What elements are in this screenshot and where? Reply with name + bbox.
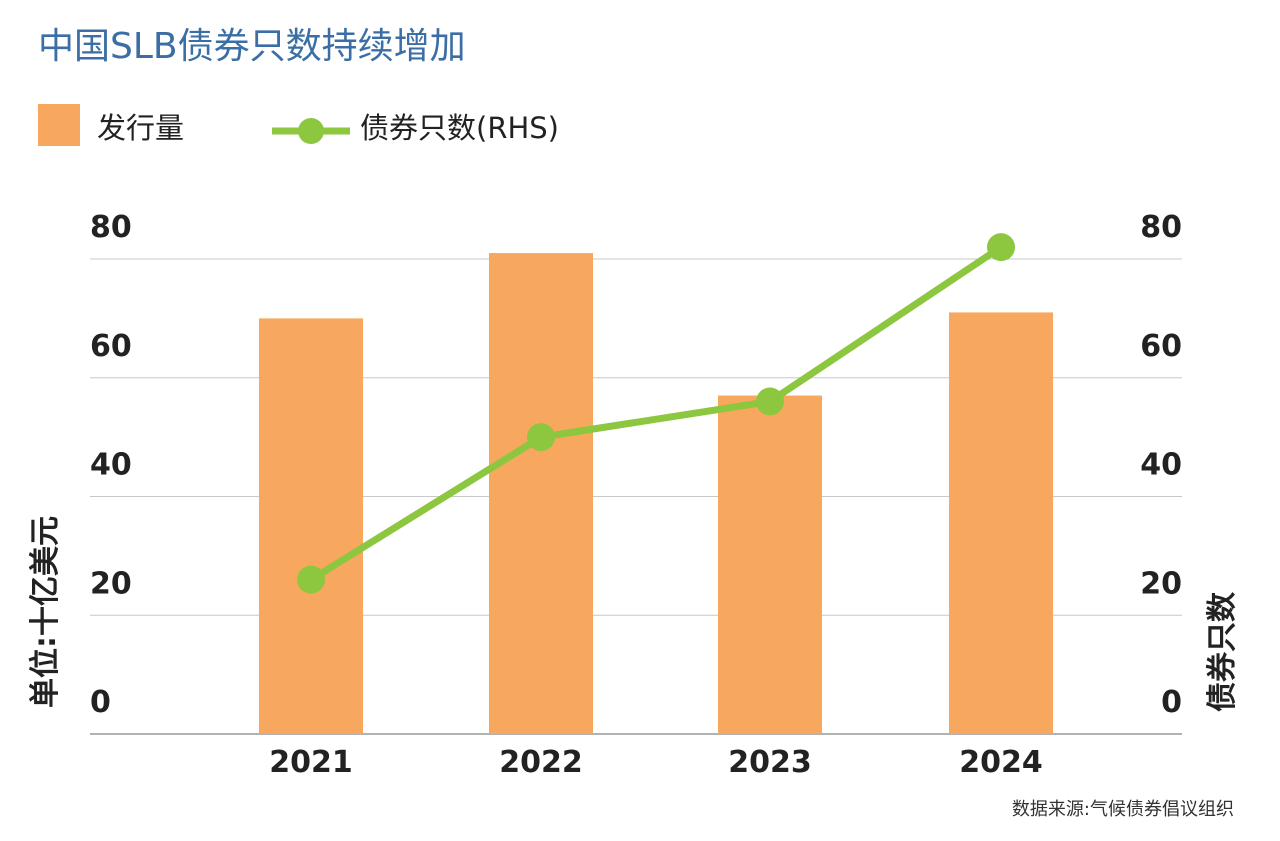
line-path <box>307 243 1005 584</box>
right-tick-label: 40 <box>1140 448 1182 483</box>
bar-2021 <box>259 318 363 734</box>
bar-2024 <box>949 312 1053 734</box>
legend: 发行量 债券只数(RHS) <box>38 104 559 146</box>
left-tick-label: 40 <box>90 448 132 483</box>
legend-line-marker <box>298 118 324 144</box>
x-tick-label: 2021 <box>269 745 353 780</box>
line-point-2023 <box>756 387 784 416</box>
bar-2022 <box>489 253 593 734</box>
line-series <box>297 233 1015 594</box>
left-tick-label: 20 <box>90 566 132 601</box>
left-axis-title: 单位:十亿美元 <box>28 516 63 708</box>
left-tick-label: 60 <box>90 329 132 364</box>
right-tick-label: 80 <box>1140 210 1182 245</box>
line-point-2022 <box>527 423 555 452</box>
x-tick-label: 2023 <box>728 745 812 780</box>
bar-2023 <box>718 395 822 734</box>
right-tick-label: 20 <box>1140 566 1182 601</box>
line-point-2021 <box>297 565 325 594</box>
legend-bar-swatch <box>38 104 80 146</box>
x-tick-label: 2024 <box>959 745 1043 780</box>
legend-bar-label: 发行量 <box>97 111 184 145</box>
line-point-2024 <box>987 233 1015 262</box>
chart-title: 中国SLB债券只数持续增加 <box>38 26 466 67</box>
left-tick-label: 80 <box>90 210 132 245</box>
right-tick-label: 0 <box>1161 685 1182 720</box>
right-axis-title: 债券只数 <box>1205 591 1240 712</box>
right-tick-label: 60 <box>1140 329 1182 364</box>
source-note: 数据来源:气候债券倡议组织 <box>1012 799 1234 820</box>
legend-line-label: 债券只数(RHS) <box>360 111 559 145</box>
x-tick-label: 2022 <box>499 745 583 780</box>
left-tick-label: 0 <box>90 685 111 720</box>
bars <box>259 253 1053 734</box>
left-axis-ticks: 0 20 40 60 80 <box>90 210 132 720</box>
x-axis-ticks: 2021 2022 2023 2024 <box>269 745 1043 780</box>
right-axis-ticks: 0 20 40 60 80 <box>1140 210 1182 720</box>
